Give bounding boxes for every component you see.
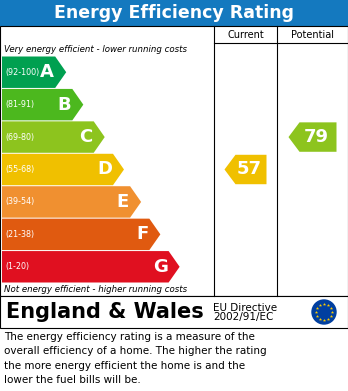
Text: E: E <box>117 193 129 211</box>
Text: Energy Efficiency Rating: Energy Efficiency Rating <box>54 4 294 22</box>
Text: 79: 79 <box>304 128 329 146</box>
Text: 2002/91/EC: 2002/91/EC <box>213 312 274 322</box>
Bar <box>0 0 348 26</box>
Polygon shape <box>2 154 124 185</box>
Text: EU Directive: EU Directive <box>213 303 277 313</box>
Text: F: F <box>136 225 148 243</box>
Text: Current: Current <box>227 29 264 39</box>
Text: B: B <box>58 96 71 114</box>
Text: 57: 57 <box>237 160 262 179</box>
Polygon shape <box>2 121 105 153</box>
Polygon shape <box>224 155 267 184</box>
Polygon shape <box>2 89 83 120</box>
Text: The energy efficiency rating is a measure of the
overall efficiency of a home. T: The energy efficiency rating is a measur… <box>4 332 267 385</box>
Text: (69-80): (69-80) <box>5 133 34 142</box>
Polygon shape <box>2 57 66 88</box>
Polygon shape <box>2 251 180 283</box>
Text: D: D <box>97 160 112 179</box>
Bar <box>0 296 348 328</box>
Text: C: C <box>79 128 93 146</box>
Text: (1-20): (1-20) <box>5 262 29 271</box>
Text: A: A <box>40 63 54 81</box>
Text: (92-100): (92-100) <box>5 68 39 77</box>
Polygon shape <box>2 219 160 250</box>
Text: Not energy efficient - higher running costs: Not energy efficient - higher running co… <box>4 285 187 294</box>
Text: G: G <box>153 258 168 276</box>
Circle shape <box>312 300 336 324</box>
Polygon shape <box>288 122 337 152</box>
Text: (55-68): (55-68) <box>5 165 34 174</box>
Bar <box>0 26 348 296</box>
Text: (39-54): (39-54) <box>5 197 34 206</box>
Text: Very energy efficient - lower running costs: Very energy efficient - lower running co… <box>4 45 187 54</box>
Text: England & Wales: England & Wales <box>6 302 204 322</box>
Text: Potential: Potential <box>291 29 334 39</box>
Text: (81-91): (81-91) <box>5 100 34 109</box>
Text: (21-38): (21-38) <box>5 230 34 239</box>
Polygon shape <box>2 186 141 218</box>
